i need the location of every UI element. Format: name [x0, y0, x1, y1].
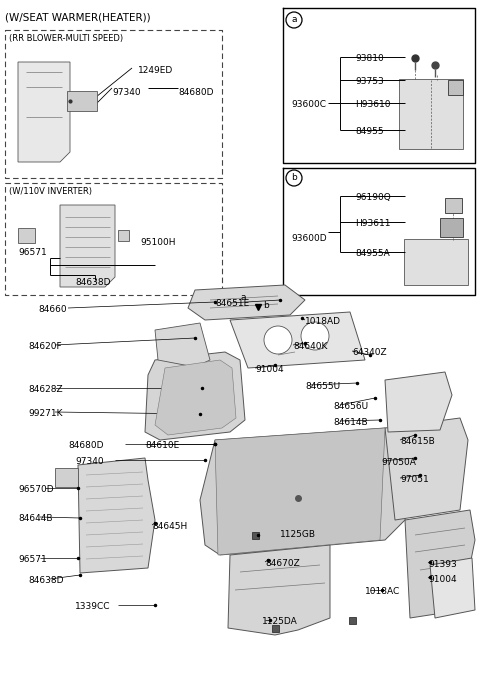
- Text: 84610E: 84610E: [145, 441, 179, 450]
- FancyBboxPatch shape: [67, 91, 97, 111]
- Text: 84955A: 84955A: [355, 249, 390, 258]
- Text: 84638D: 84638D: [75, 278, 110, 287]
- Text: 84680D: 84680D: [178, 88, 214, 97]
- Text: a: a: [291, 16, 297, 24]
- FancyBboxPatch shape: [118, 229, 129, 241]
- Text: 97051: 97051: [400, 475, 429, 484]
- Polygon shape: [228, 545, 330, 635]
- Text: H93610: H93610: [355, 100, 391, 109]
- Polygon shape: [18, 62, 70, 162]
- Text: 99271K: 99271K: [28, 409, 62, 418]
- Text: 84638D: 84638D: [28, 576, 63, 585]
- Text: 91004: 91004: [428, 575, 456, 584]
- Text: 84620F: 84620F: [28, 342, 61, 351]
- FancyBboxPatch shape: [399, 79, 463, 149]
- FancyBboxPatch shape: [447, 80, 463, 95]
- Text: 96190Q: 96190Q: [355, 193, 391, 202]
- Text: 84640K: 84640K: [293, 342, 327, 351]
- Text: (RR BLOWER-MULTI SPEED): (RR BLOWER-MULTI SPEED): [9, 34, 123, 43]
- Text: 84955: 84955: [355, 127, 384, 136]
- Text: 1018AD: 1018AD: [305, 317, 341, 326]
- Text: 96570D: 96570D: [18, 485, 54, 494]
- Polygon shape: [405, 510, 475, 618]
- FancyBboxPatch shape: [272, 625, 278, 631]
- Text: 91393: 91393: [428, 560, 457, 569]
- Polygon shape: [188, 285, 305, 320]
- Text: 1339CC: 1339CC: [75, 602, 110, 611]
- FancyBboxPatch shape: [404, 239, 468, 285]
- Text: 84614B: 84614B: [333, 418, 368, 427]
- Text: 91004: 91004: [255, 365, 284, 374]
- Text: 64340Z: 64340Z: [352, 348, 386, 357]
- Text: 1018AC: 1018AC: [365, 587, 400, 596]
- FancyBboxPatch shape: [440, 218, 463, 237]
- Polygon shape: [430, 558, 475, 618]
- FancyBboxPatch shape: [55, 468, 77, 487]
- Polygon shape: [215, 428, 385, 555]
- Circle shape: [301, 322, 329, 350]
- Text: 84670Z: 84670Z: [265, 559, 300, 568]
- Text: 1125GB: 1125GB: [280, 530, 316, 539]
- Text: 84615B: 84615B: [400, 437, 435, 446]
- Text: 97340: 97340: [75, 457, 104, 466]
- Text: a: a: [240, 293, 246, 301]
- FancyBboxPatch shape: [444, 197, 461, 212]
- Text: 93600D: 93600D: [291, 234, 326, 243]
- Text: 84628Z: 84628Z: [28, 385, 62, 394]
- Text: 93600C: 93600C: [291, 100, 326, 109]
- Text: 84656U: 84656U: [333, 402, 368, 411]
- Polygon shape: [200, 428, 415, 555]
- Text: 84660: 84660: [38, 305, 67, 314]
- Text: 84655U: 84655U: [305, 382, 340, 391]
- FancyBboxPatch shape: [348, 617, 356, 623]
- Text: 84645H: 84645H: [152, 522, 187, 531]
- Text: H93611: H93611: [355, 219, 391, 228]
- Text: 84680D: 84680D: [68, 441, 104, 450]
- Polygon shape: [385, 372, 452, 432]
- Polygon shape: [230, 312, 365, 368]
- Text: 95100H: 95100H: [140, 238, 176, 247]
- FancyBboxPatch shape: [17, 228, 35, 243]
- Polygon shape: [78, 458, 155, 573]
- Text: 1249ED: 1249ED: [138, 66, 173, 75]
- Polygon shape: [155, 323, 210, 367]
- Text: 97050A: 97050A: [381, 458, 416, 467]
- Text: 84644B: 84644B: [18, 514, 52, 523]
- Polygon shape: [60, 205, 115, 287]
- Polygon shape: [155, 360, 236, 435]
- Polygon shape: [385, 418, 468, 520]
- Text: 96571: 96571: [18, 248, 47, 257]
- Text: 84651E: 84651E: [215, 299, 249, 308]
- Text: 93753: 93753: [355, 77, 384, 86]
- Circle shape: [264, 326, 292, 354]
- Text: 1125DA: 1125DA: [262, 617, 298, 626]
- Text: b: b: [291, 174, 297, 183]
- Text: 93810: 93810: [355, 54, 384, 63]
- FancyBboxPatch shape: [252, 531, 259, 539]
- Text: (W/110V INVERTER): (W/110V INVERTER): [9, 187, 92, 196]
- Text: (W/SEAT WARMER(HEATER)): (W/SEAT WARMER(HEATER)): [5, 12, 151, 22]
- Text: 96571: 96571: [18, 555, 47, 564]
- Polygon shape: [145, 352, 245, 440]
- Text: 97340: 97340: [112, 88, 141, 97]
- Text: b: b: [263, 301, 269, 310]
